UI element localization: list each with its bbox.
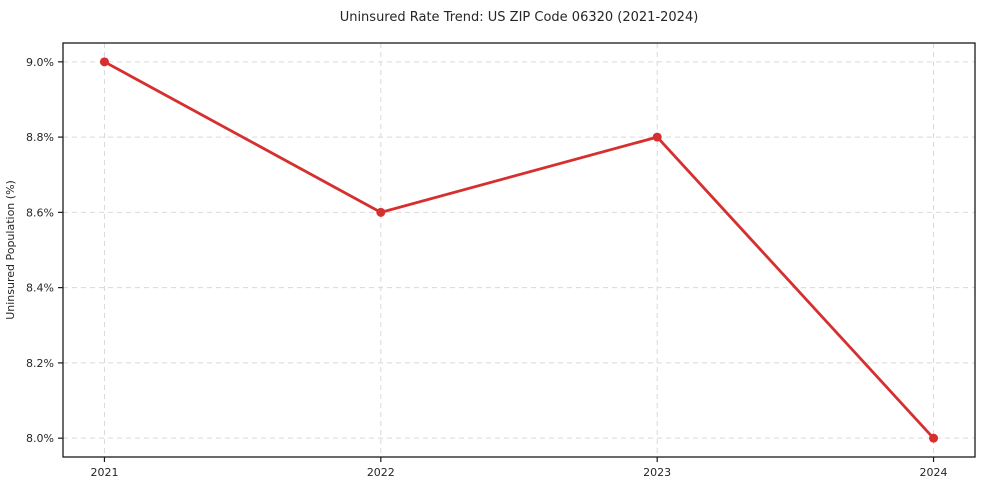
x-tick-label: 2024 — [920, 466, 948, 479]
data-point-marker — [652, 132, 662, 142]
y-tick-label: 8.8% — [26, 131, 54, 144]
y-tick-label: 8.2% — [26, 357, 54, 370]
y-tick-label: 9.0% — [26, 56, 54, 69]
plot-border — [62, 42, 976, 458]
data-point-marker — [929, 433, 939, 443]
data-point-marker — [376, 207, 386, 217]
x-tick-label: 2022 — [367, 466, 395, 479]
chart-title: Uninsured Rate Trend: US ZIP Code 06320 … — [340, 10, 699, 25]
plot-contents: 2021 2022 2023 2024 8.0% 8.2% 8.4% 8.6% 8.8% 9.0% — [26, 42, 976, 479]
y-tick-label: 8.4% — [26, 282, 54, 295]
x-tick-label: 2021 — [90, 466, 118, 479]
y-tick-label: 8.6% — [26, 206, 54, 219]
data-point-marker — [99, 57, 109, 67]
y-tick-label: 8.0% — [26, 432, 54, 445]
trend-line — [103, 60, 935, 440]
x-tick-label: 2023 — [643, 466, 671, 479]
y-axis-label: Uninsured Population (%) — [4, 180, 17, 320]
